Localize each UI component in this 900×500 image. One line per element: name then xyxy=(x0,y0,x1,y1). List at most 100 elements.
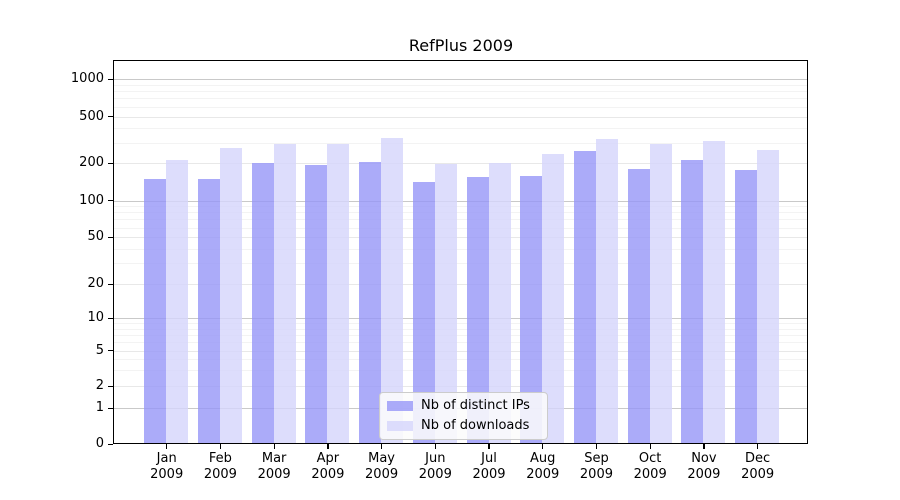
x-tick-mark xyxy=(166,444,168,449)
gridline-minor xyxy=(114,370,808,372)
x-tick-label: Nov 2009 xyxy=(687,451,721,482)
gridline xyxy=(114,386,808,387)
gridline-minor xyxy=(114,328,808,330)
y-tick-label: 100 xyxy=(79,192,104,208)
y-tick-mark xyxy=(108,200,113,202)
bar-downloads xyxy=(542,154,565,444)
bar-downloads xyxy=(273,143,296,444)
gridline-minor xyxy=(114,322,808,324)
gridline-minor xyxy=(114,212,808,214)
y-tick-label: 500 xyxy=(79,108,104,124)
legend-swatch-downloads-icon xyxy=(387,420,413,431)
bar-downloads xyxy=(327,144,350,444)
gridline-minor xyxy=(114,98,808,100)
x-tick-label: Feb 2009 xyxy=(203,451,237,482)
bar-distinct-ips xyxy=(359,162,382,444)
y-tick-label: 1000 xyxy=(70,71,104,86)
bar-distinct-ips xyxy=(681,159,704,444)
x-tick-mark xyxy=(219,444,222,449)
y-tick-label: 1 xyxy=(95,400,104,416)
x-tick-mark xyxy=(273,444,275,449)
gridline-minor xyxy=(114,106,808,108)
x-tick-mark xyxy=(434,444,436,449)
bar-distinct-ips xyxy=(251,163,274,444)
y-tick-mark xyxy=(108,443,113,445)
gridline xyxy=(114,163,808,165)
legend-swatch-distinct-ips-icon xyxy=(387,400,413,411)
x-tick-label: Aug 2009 xyxy=(526,451,560,482)
y-tick-mark xyxy=(108,78,113,80)
bar-downloads xyxy=(595,138,618,444)
y-tick-mark xyxy=(108,407,113,410)
gridline-minor xyxy=(114,227,808,229)
bar-downloads xyxy=(703,141,726,444)
legend-label-downloads: Nb of downloads xyxy=(421,418,530,433)
x-tick-mark xyxy=(703,444,705,449)
y-tick-label: 50 xyxy=(87,229,104,245)
bar-downloads xyxy=(434,163,457,444)
gridline-minor xyxy=(114,84,808,86)
bar-distinct-ips xyxy=(735,169,758,444)
bar-distinct-ips xyxy=(412,182,435,444)
bar-downloads xyxy=(166,159,189,444)
bar-distinct-ips xyxy=(305,164,328,444)
bar-distinct-ips xyxy=(627,168,650,444)
y-tick-mark xyxy=(108,385,113,387)
y-tick-mark xyxy=(108,283,113,285)
bar-downloads xyxy=(649,143,672,444)
x-tick-label: May 2009 xyxy=(365,451,399,482)
bar-distinct-ips xyxy=(520,175,543,444)
x-tick-label: Apr 2009 xyxy=(311,451,345,482)
x-tick-mark xyxy=(595,444,598,449)
x-tick-label: Jun 2009 xyxy=(418,451,452,482)
y-tick-label: 2 xyxy=(95,378,104,393)
legend-item-distinct-ips: Nb of distinct IPs xyxy=(387,398,538,413)
bar-downloads xyxy=(488,162,511,444)
bar-downloads xyxy=(219,148,242,444)
y-tick-label: 20 xyxy=(87,276,104,291)
x-tick-label: Jan 2009 xyxy=(150,451,184,482)
gridline-minor xyxy=(114,128,808,130)
legend-label-distinct-ips: Nb of distinct IPs xyxy=(421,398,530,413)
gridline-minor xyxy=(114,91,808,93)
gridline-minor xyxy=(114,263,808,265)
x-tick-mark xyxy=(649,444,651,449)
gridline-minor xyxy=(114,342,808,344)
x-tick-label: Oct 2009 xyxy=(633,451,667,482)
gridline-major xyxy=(114,200,808,202)
gridline-major xyxy=(114,79,808,80)
y-tick-mark xyxy=(108,317,113,319)
legend: Nb of distinct IPs Nb of downloads xyxy=(379,392,548,440)
y-tick-mark xyxy=(108,350,113,352)
gridline xyxy=(114,284,808,285)
gridline-minor xyxy=(114,334,808,336)
y-tick-mark xyxy=(108,236,113,239)
bar-downloads xyxy=(757,150,780,444)
gridline-major xyxy=(114,318,808,319)
x-tick-mark xyxy=(542,444,544,449)
gridline xyxy=(114,350,808,352)
gridline-minor xyxy=(114,219,808,221)
x-tick-label: Mar 2009 xyxy=(257,451,291,482)
y-tick-label: 5 xyxy=(95,342,104,358)
bar-downloads xyxy=(381,137,404,444)
bar-distinct-ips xyxy=(197,178,220,444)
legend-item-downloads: Nb of downloads xyxy=(387,418,538,433)
x-tick-label: Jul 2009 xyxy=(472,451,506,482)
bar-distinct-ips xyxy=(144,178,167,444)
gridline-minor xyxy=(114,248,808,250)
y-tick-label: 0 xyxy=(95,436,104,451)
x-tick-label: Sep 2009 xyxy=(579,451,613,482)
y-tick-label: 10 xyxy=(87,310,104,325)
y-tick-mark xyxy=(108,116,113,118)
bar-distinct-ips xyxy=(466,176,489,444)
y-tick-label: 200 xyxy=(79,155,104,171)
x-tick-mark xyxy=(488,444,490,449)
y-tick-mark xyxy=(108,162,113,165)
gridline xyxy=(114,116,808,118)
x-tick-label: Dec 2009 xyxy=(741,451,775,482)
gridline-minor xyxy=(114,206,808,208)
gridline-minor xyxy=(114,359,808,361)
gridline-minor xyxy=(114,142,808,144)
